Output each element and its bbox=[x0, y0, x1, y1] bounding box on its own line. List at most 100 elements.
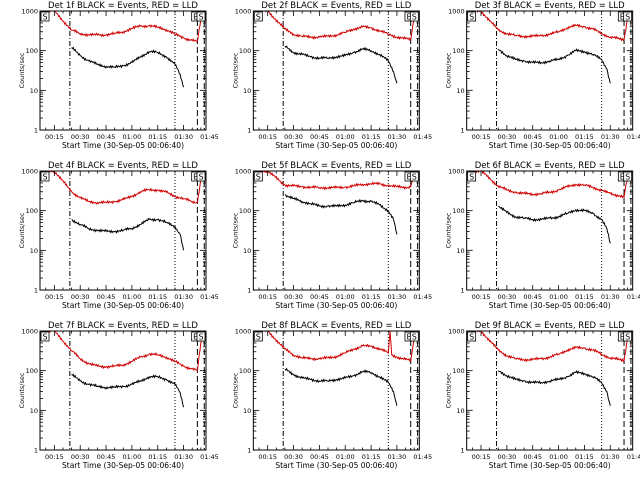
x-tick-label: 01:30 bbox=[601, 293, 620, 301]
start-marker: S bbox=[40, 331, 50, 342]
lld-series-line bbox=[255, 11, 419, 41]
x-tick-label: 00:45 bbox=[523, 133, 542, 141]
x-tick-label: 00:45 bbox=[97, 133, 116, 141]
x-tick-label: 00:45 bbox=[523, 453, 542, 461]
detector-panel: Det 3f BLACK = Events, RED = LLD 1 10 100 10… bbox=[445, 1, 640, 150]
events-series-line bbox=[284, 367, 398, 406]
lld-series-line bbox=[42, 171, 205, 205]
marker-box bbox=[467, 171, 477, 182]
marker-box bbox=[196, 331, 206, 342]
marker-box bbox=[467, 331, 477, 342]
marker-label: S bbox=[256, 173, 261, 182]
y-tick-label: 1 bbox=[34, 127, 38, 135]
y-tick-label: 1 bbox=[461, 447, 465, 455]
marker-box bbox=[253, 11, 263, 22]
panel-title: Det 9f BLACK = Events, RED = LLD bbox=[475, 321, 625, 331]
y-tick-label: 1000 bbox=[21, 8, 38, 16]
y-tick-label: 10 bbox=[30, 247, 38, 255]
x-axis-label: Start Time (30-Sep-05 00:06:40) bbox=[275, 141, 397, 150]
events-series-line bbox=[71, 217, 185, 251]
panel-title: Det 6f BLACK = Events, RED = LLD bbox=[475, 161, 625, 171]
marker-label: E bbox=[620, 173, 625, 182]
x-tick-label: 00:15 bbox=[45, 293, 64, 301]
x-tick-label: 01:15 bbox=[362, 453, 381, 461]
y-axis-label: Counts/sec bbox=[445, 52, 453, 88]
start-marker: S bbox=[196, 331, 206, 342]
x-tick-label: 01:15 bbox=[148, 133, 167, 141]
x-tick-label: 01:00 bbox=[123, 293, 142, 301]
lld-series-line bbox=[468, 171, 632, 199]
marker-box bbox=[409, 11, 419, 22]
marker-label: E bbox=[406, 333, 411, 342]
x-tick-label: 00:15 bbox=[45, 453, 64, 461]
plot-area bbox=[42, 171, 205, 290]
y-axis-label: Counts/sec bbox=[18, 212, 26, 248]
events-series-line bbox=[497, 48, 611, 84]
marker-label: E bbox=[406, 13, 411, 22]
lld-series-line bbox=[255, 171, 419, 191]
plot-area bbox=[468, 331, 632, 450]
x-tick-label: 01:15 bbox=[575, 453, 594, 461]
x-axis-label: Start Time (30-Sep-05 00:06:40) bbox=[62, 461, 184, 470]
start-marker: S bbox=[409, 171, 419, 182]
detector-panel: Det 6f BLACK = Events, RED = LLD 1 10 100 10… bbox=[445, 161, 640, 310]
start-marker: S bbox=[467, 171, 477, 182]
x-tick-label: 01:30 bbox=[388, 453, 407, 461]
x-tick-label: 01:30 bbox=[174, 453, 193, 461]
x-axis-label: Start Time (30-Sep-05 00:06:40) bbox=[489, 301, 611, 310]
x-tick-label: 00:45 bbox=[310, 453, 329, 461]
x-tick-label: 00:45 bbox=[97, 293, 116, 301]
marker-label: S bbox=[198, 173, 203, 182]
x-tick-label: 01:30 bbox=[601, 133, 620, 141]
panel-title: Det 4f BLACK = Events, RED = LLD bbox=[48, 161, 198, 171]
x-axis-label: Start Time (30-Sep-05 00:06:40) bbox=[275, 461, 397, 470]
x-tick-label: 00:30 bbox=[497, 453, 516, 461]
detector-panel: Det 2f BLACK = Events, RED = LLD 1 10 100 10… bbox=[231, 1, 432, 150]
x-tick-label: 01:00 bbox=[123, 453, 142, 461]
marker-label: S bbox=[412, 173, 417, 182]
x-tick-label: 01:00 bbox=[549, 453, 568, 461]
events-series-line bbox=[71, 373, 185, 408]
y-axis-label: Counts/sec bbox=[445, 212, 453, 248]
start-marker: S bbox=[196, 171, 206, 182]
x-tick-label: 01:30 bbox=[388, 293, 407, 301]
marker-label: S bbox=[412, 333, 417, 342]
marker-label: S bbox=[625, 13, 630, 22]
start-marker: S bbox=[253, 331, 263, 342]
x-tick-label: 00:30 bbox=[284, 293, 303, 301]
y-tick-label: 1 bbox=[247, 127, 251, 135]
y-tick-label: 1000 bbox=[235, 328, 252, 336]
axes-frame bbox=[466, 330, 634, 451]
marker-label: S bbox=[42, 13, 47, 22]
y-axis-label: Counts/sec bbox=[231, 212, 239, 248]
marker-box bbox=[623, 331, 633, 342]
x-axis-label: Start Time (30-Sep-05 00:06:40) bbox=[489, 141, 611, 150]
y-tick-label: 10 bbox=[30, 407, 38, 415]
y-tick-label: 1000 bbox=[21, 168, 38, 176]
events-series-line bbox=[284, 45, 398, 84]
marker-label: E bbox=[193, 13, 198, 22]
start-marker: S bbox=[253, 171, 263, 182]
events-series-line bbox=[498, 205, 611, 244]
y-tick-label: 1000 bbox=[235, 168, 252, 176]
marker-label: S bbox=[625, 173, 630, 182]
x-tick-label: 01:45 bbox=[200, 453, 219, 461]
y-tick-label: 10 bbox=[456, 247, 464, 255]
start-marker: S bbox=[623, 331, 633, 342]
plot-area bbox=[42, 11, 205, 130]
panel-title: Det 1f BLACK = Events, RED = LLD bbox=[48, 1, 198, 11]
x-tick-label: 01:45 bbox=[413, 293, 432, 301]
x-tick-label: 00:15 bbox=[258, 133, 277, 141]
x-tick-label: 01:30 bbox=[388, 133, 407, 141]
y-axis-label: Counts/sec bbox=[231, 372, 239, 408]
detector-panel: Det 7f BLACK = Events, RED = LLD 1 10 100 10… bbox=[18, 321, 219, 470]
x-tick-label: 01:15 bbox=[148, 453, 167, 461]
x-tick-label: 01:30 bbox=[174, 293, 193, 301]
marker-label: S bbox=[469, 333, 474, 342]
plot-area bbox=[468, 171, 632, 290]
panel-title: Det 3f BLACK = Events, RED = LLD bbox=[475, 1, 625, 11]
x-tick-label: 01:45 bbox=[200, 133, 219, 141]
marker-box bbox=[40, 331, 50, 342]
lld-series-line bbox=[468, 11, 632, 42]
y-tick-label: 1000 bbox=[448, 328, 465, 336]
